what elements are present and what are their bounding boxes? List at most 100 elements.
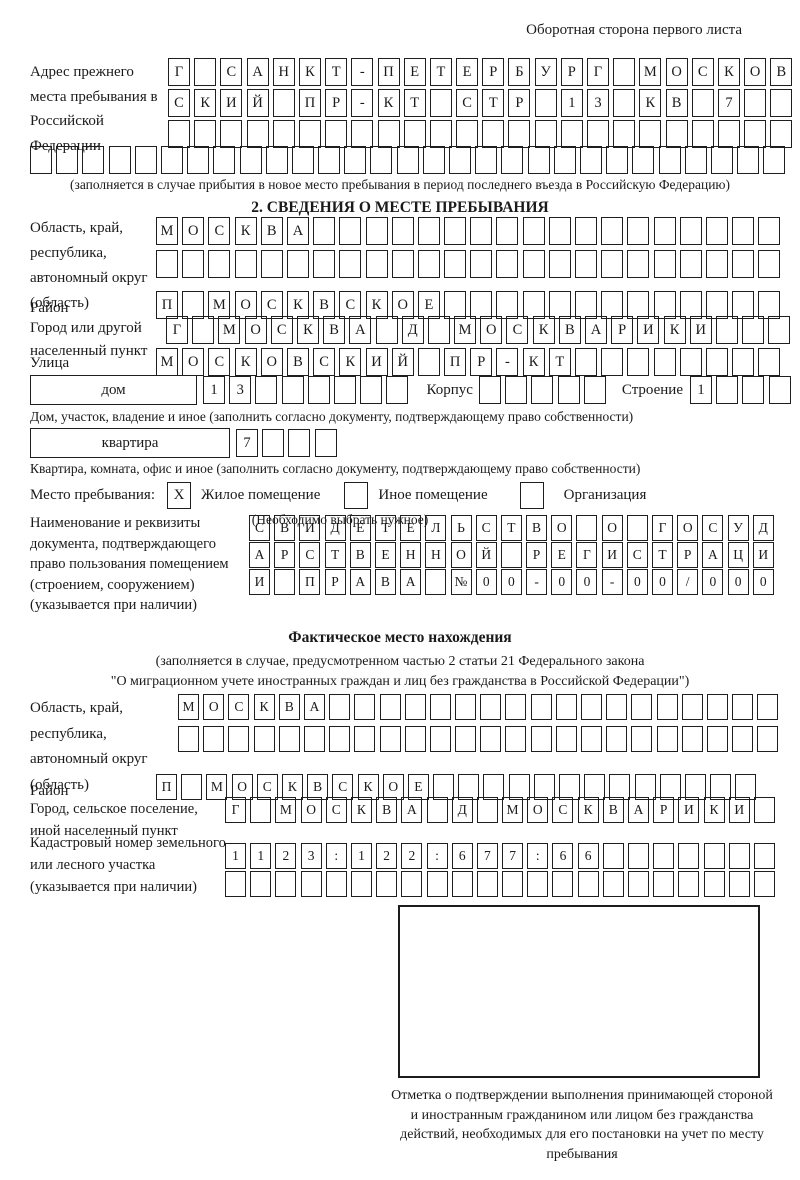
char-cell: М (206, 774, 228, 800)
char-cell (527, 146, 550, 174)
char-cell (496, 250, 519, 278)
char-cell (350, 871, 372, 897)
char-cell: М (178, 694, 199, 720)
char-cell (30, 146, 52, 174)
char-cell: Р (482, 58, 505, 86)
char-cell (559, 774, 580, 800)
zhiloe-checkbox: X (167, 482, 191, 509)
char-cell (656, 726, 678, 752)
char-cell: К (357, 774, 379, 800)
char-cell (715, 316, 738, 344)
char-cell (679, 250, 702, 278)
char-cell: Е (551, 542, 573, 568)
char-cell (703, 843, 725, 869)
char-cell (627, 217, 650, 245)
char-cell (744, 120, 767, 148)
stroenie-cells: 1 (690, 376, 795, 404)
char-cell (329, 694, 351, 720)
char-cell (225, 871, 246, 897)
char-cell (433, 774, 455, 800)
char-cell (627, 291, 650, 319)
char-cell (339, 217, 362, 245)
doc-row-3: И П Р А В А № 0 0-0 0-0 0/0 0 0 (249, 569, 778, 595)
char-cell (314, 429, 337, 457)
char-cell (203, 726, 225, 752)
char-cell: Г (652, 515, 673, 541)
char-cell (386, 376, 409, 404)
char-cell (522, 217, 545, 245)
char-cell (470, 250, 493, 278)
char-cell: И (601, 542, 623, 568)
char-cell: С (691, 58, 714, 86)
char-cell: : (527, 843, 549, 869)
char-cell (548, 291, 571, 319)
char-cell (403, 120, 426, 148)
char-cell (703, 871, 725, 897)
char-cell: Т (325, 58, 348, 86)
char-cell: 3 (300, 843, 322, 869)
char-cell: У (727, 515, 749, 541)
char-cell (255, 376, 278, 404)
section2-title: 2. СВЕДЕНИЯ О МЕСТЕ ПРЕБЫВАНИЯ (251, 199, 549, 216)
char-cell: 6 (451, 843, 473, 869)
char-cell (351, 120, 374, 148)
char-cell: - (601, 569, 623, 595)
char-cell (575, 217, 597, 245)
char-cell (575, 250, 597, 278)
char-cell: Е (403, 58, 426, 86)
char-cell: Р (470, 348, 493, 376)
char-cell (250, 797, 272, 823)
char-cell (344, 146, 367, 174)
char-cell (601, 217, 624, 245)
char-cell: П (377, 58, 400, 86)
char-cell: Д (324, 515, 346, 541)
char-cell (705, 348, 728, 376)
char-cell: С (208, 348, 231, 376)
char-cell (581, 694, 602, 720)
char-cell: И (365, 348, 388, 376)
char-cell (377, 120, 400, 148)
char-cell: К (194, 89, 217, 117)
char-cell (601, 348, 624, 376)
char-cell (606, 146, 629, 174)
char-cell: К (577, 797, 599, 823)
char-cell (757, 694, 779, 720)
char-cell (339, 250, 362, 278)
char-cell (763, 146, 786, 174)
char-cell: № (450, 569, 472, 595)
char-cell (548, 217, 571, 245)
char-cell: Ц (727, 542, 749, 568)
char-cell (325, 871, 347, 897)
char-cell: О (244, 316, 267, 344)
char-cell: 1 (560, 89, 583, 117)
char-cell (476, 797, 498, 823)
char-cell: К (365, 291, 388, 319)
char-cell (192, 316, 215, 344)
char-cell: К (286, 291, 309, 319)
char-cell (634, 774, 656, 800)
char-cell (470, 291, 493, 319)
char-cell (706, 694, 728, 720)
char-cell (522, 291, 545, 319)
char-cell (370, 146, 393, 174)
char-cell: М (502, 797, 524, 823)
char-cell: А (349, 569, 371, 595)
char-cell (444, 291, 467, 319)
char-cell: А (249, 542, 270, 568)
char-cell (533, 774, 555, 800)
char-cell (313, 250, 336, 278)
char-cell (451, 871, 473, 897)
char-cell: В (323, 316, 346, 344)
char-cell: 2 (275, 843, 297, 869)
char-cell (429, 726, 451, 752)
char-cell (613, 89, 636, 117)
char-cell (705, 291, 728, 319)
char-cell (770, 89, 793, 117)
inoe-checkbox (344, 482, 369, 509)
char-cell: 7 (717, 89, 740, 117)
char-cell (307, 376, 330, 404)
char-cell: Е (417, 291, 440, 319)
s3-oblast-row-2 (178, 726, 783, 752)
